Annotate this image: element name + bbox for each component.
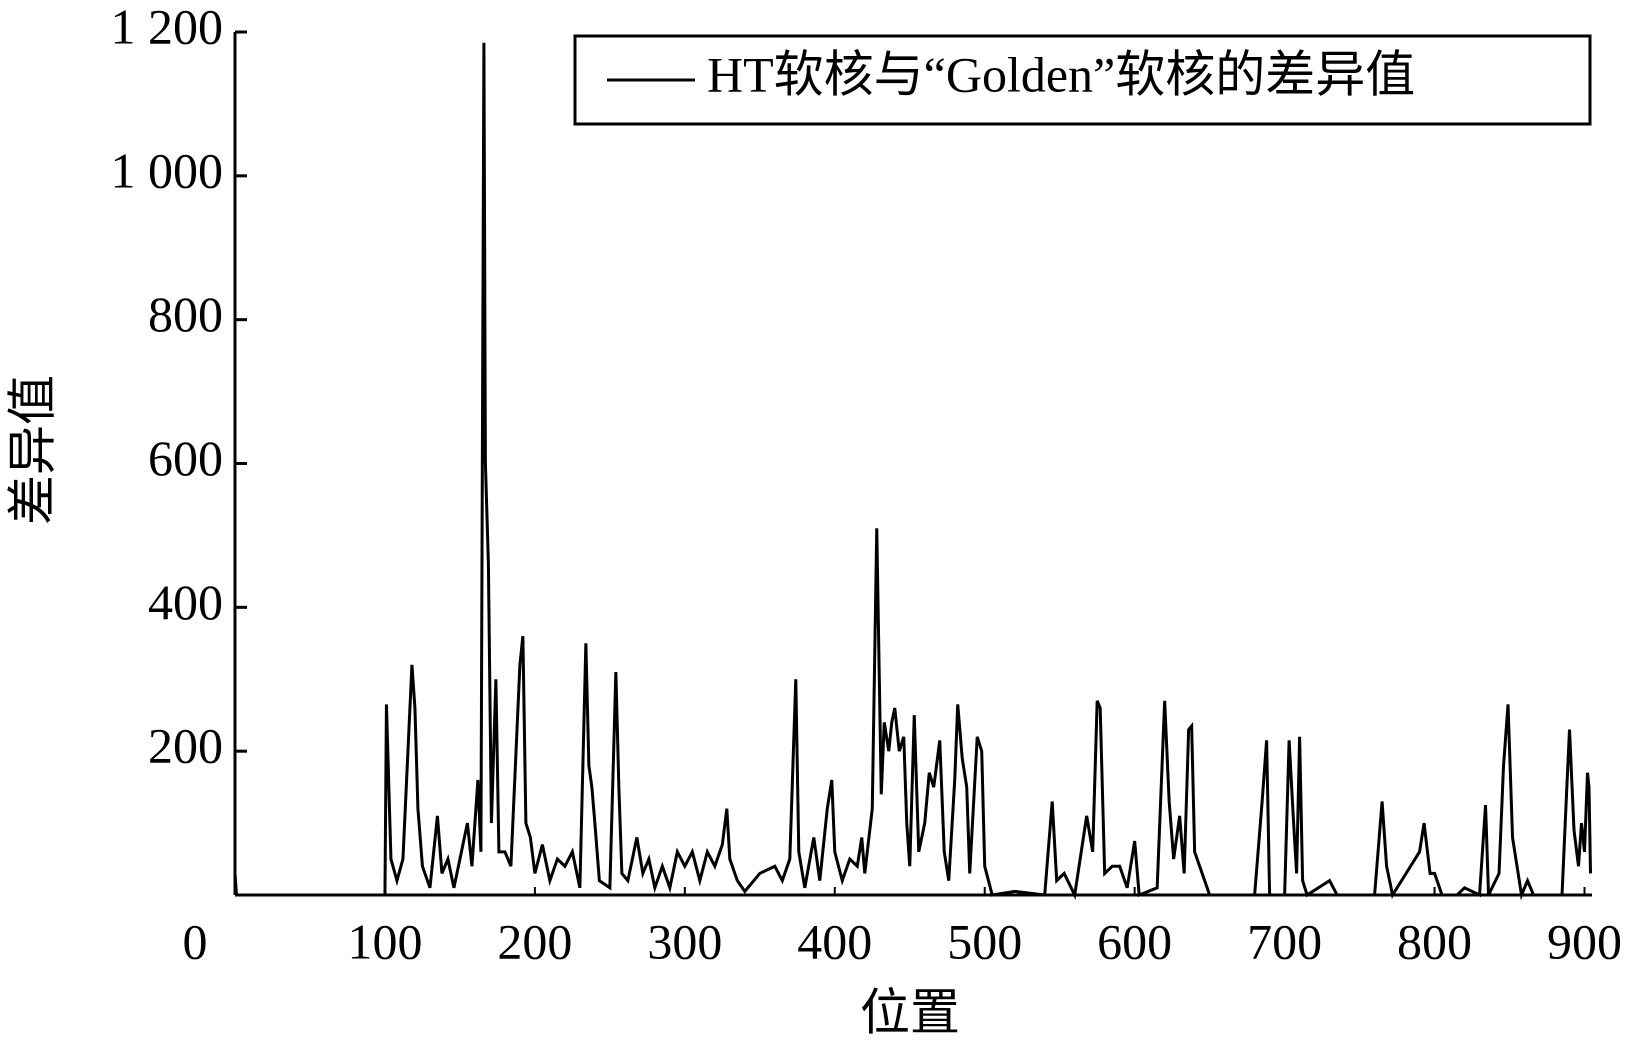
y-tick-label: 200: [148, 718, 223, 774]
x-tick-label: 400: [797, 913, 872, 969]
x-tick-label: 500: [947, 913, 1022, 969]
y-tick-label: 600: [148, 430, 223, 486]
x-axis-label: 位置: [860, 984, 960, 1040]
x-tick-label: 200: [497, 913, 572, 969]
data-line: [233, 42, 1592, 901]
x-tick-label: 900: [1547, 913, 1622, 969]
x-tick-label: 0: [183, 913, 208, 969]
y-tick-label: 800: [148, 286, 223, 342]
y-tick-label: 1 000: [111, 142, 224, 198]
y-tick-label: 1 200: [111, 0, 224, 54]
x-tick-label: 300: [647, 913, 722, 969]
x-tick-label: 800: [1397, 913, 1472, 969]
x-tick-label: 700: [1247, 913, 1322, 969]
y-tick-label: 400: [148, 574, 223, 630]
y-axis-label: 差异值: [4, 375, 60, 525]
x-tick-label: 100: [347, 913, 422, 969]
x-tick-label: 600: [1097, 913, 1172, 969]
legend-box: [573, 34, 1592, 126]
legend-label: HT软核与“Golden”软核的差异值: [707, 46, 1415, 102]
